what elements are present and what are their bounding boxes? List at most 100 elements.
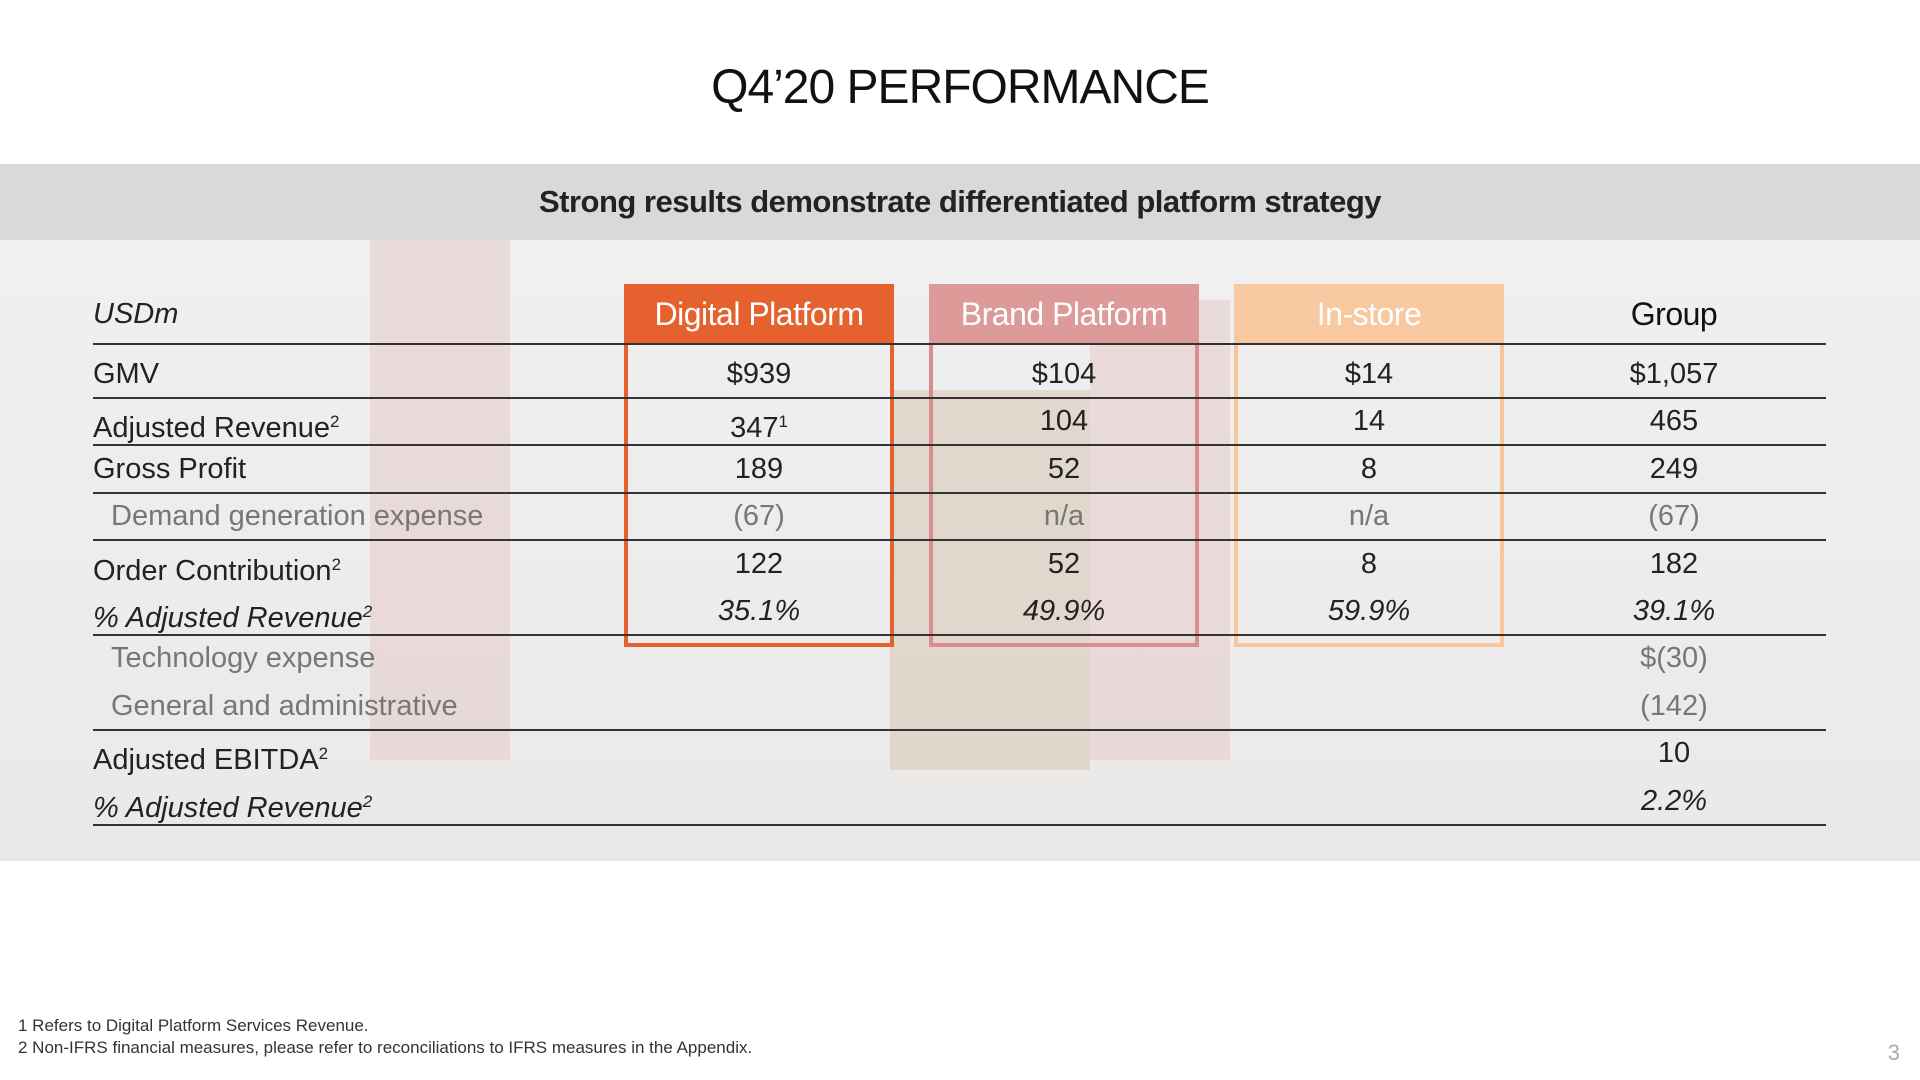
table-cell: 49.9%: [929, 588, 1199, 635]
cell-text: 249: [1649, 452, 1699, 485]
rule: [93, 444, 1826, 447]
rule: [93, 823, 1826, 826]
table-cell: (67): [624, 493, 894, 540]
table-cell: 59.9%: [1234, 588, 1504, 635]
decor: [890, 390, 1090, 770]
cell-text: $14: [1344, 358, 1394, 390]
row-label: % Adjusted Revenue2: [93, 588, 372, 635]
row-label: Demand generation expense: [111, 493, 483, 540]
column-header: In-store: [1234, 284, 1504, 344]
cell-text: 10: [1657, 737, 1691, 770]
footnote: 1 Refers to Digital Platform Services Re…: [18, 1016, 369, 1035]
table-cell: (67): [1539, 493, 1809, 540]
cell-text: 35.1%: [717, 595, 801, 627]
table-cell: 8: [1234, 446, 1504, 493]
superscript: 2: [318, 744, 329, 764]
row-label: Order Contribution2: [93, 541, 341, 588]
table-cell: 249: [1539, 446, 1809, 493]
row-label-text: General and administrative: [111, 689, 458, 722]
table-cell: 465: [1539, 398, 1809, 445]
cell-text: (67): [1648, 500, 1700, 533]
row-label-text: GMV: [93, 358, 160, 390]
page-number: 3: [1887, 1040, 1900, 1065]
row-label: General and administrative: [111, 683, 458, 730]
row-label: Adjusted EBITDA2: [93, 730, 328, 777]
column-outline: [624, 344, 894, 647]
superscript: 1: [778, 412, 788, 432]
superscript: 2: [362, 791, 373, 811]
cell-text: (142): [1640, 689, 1708, 722]
row-label-text: % Adjusted Revenue: [93, 602, 363, 634]
superscript: 2: [330, 412, 340, 432]
rule: [93, 491, 1826, 494]
cell-text: $1,057: [1629, 358, 1719, 390]
rule: [93, 539, 1826, 542]
table-cell: 189: [624, 446, 894, 493]
title: Q4’20 PERFORMANCE: [711, 61, 1210, 114]
cell-text: 49.9%: [1022, 595, 1106, 627]
cell-text: 14: [1352, 405, 1386, 438]
table-cell: 52: [929, 446, 1199, 493]
rule: [93, 728, 1826, 731]
cell-text: n/a: [1348, 500, 1390, 533]
row-label-text: Technology expense: [111, 642, 376, 675]
cell-text: 59.9%: [1327, 595, 1411, 627]
cell-text: 189: [734, 452, 784, 485]
rule: [93, 397, 1826, 399]
cell-text: 8: [1360, 547, 1378, 580]
column-header: Group: [1630, 296, 1718, 332]
cell-text: 465: [1649, 405, 1699, 438]
table-cell: $(30): [1539, 635, 1809, 682]
table-cell: $1,057: [1539, 351, 1809, 398]
cell-text: 122: [734, 547, 784, 580]
superscript: 2: [331, 554, 342, 574]
table-cell: $14: [1234, 351, 1504, 398]
table-cell: n/a: [929, 493, 1199, 540]
table-cell: 182: [1539, 541, 1809, 588]
column-header: Digital Platform: [624, 284, 894, 344]
table-cell: 122: [624, 541, 894, 588]
row-label-text: Adjusted Revenue: [93, 412, 330, 445]
cell-text: n/a: [1043, 500, 1085, 533]
subtitle: Strong results demonstrate differentiate…: [538, 184, 1382, 219]
decor: [370, 240, 510, 760]
table-cell: 8: [1234, 541, 1504, 588]
cell-text: 8: [1360, 452, 1378, 485]
cell-text: 347: [730, 412, 779, 445]
footnote: 2 Non-IFRS financial measures, please re…: [18, 1038, 753, 1057]
cell-text: 52: [1047, 547, 1081, 580]
table-cell: $104: [929, 351, 1199, 398]
table-cell: 3471: [624, 398, 894, 445]
cell-text: $104: [1031, 358, 1097, 390]
table-cell: 104: [929, 398, 1199, 445]
row-label-text: Order Contribution: [93, 554, 332, 587]
table-cell: (142): [1539, 683, 1809, 730]
column-header: Brand Platform: [929, 284, 1199, 344]
cell-text: (67): [733, 500, 785, 533]
superscript: 2: [362, 602, 373, 621]
row-label: Adjusted Revenue2: [93, 398, 339, 445]
row-label-text: Adjusted EBITDA: [93, 744, 319, 777]
row-label-text: Demand generation expense: [111, 500, 484, 533]
table-cell: $939: [624, 351, 894, 398]
cell-text: $939: [726, 358, 792, 390]
row-label: % Adjusted Revenue2: [93, 778, 372, 825]
decor: [1090, 300, 1230, 760]
row-label-text: Gross Profit: [93, 452, 247, 485]
table-cell: 35.1%: [624, 588, 894, 635]
cell-text: 182: [1649, 547, 1699, 580]
column-outline: [929, 344, 1199, 647]
table-cell: 2.2%: [1539, 778, 1809, 825]
subtitle-band: [0, 164, 1920, 240]
row-label: Gross Profit: [93, 446, 246, 493]
table-cell: 52: [929, 541, 1199, 588]
cell-text: 52: [1047, 452, 1081, 485]
unit-label: USDm: [93, 298, 179, 330]
cell-text: $(30): [1640, 642, 1708, 675]
table-cell: 39.1%: [1539, 588, 1809, 635]
row-label: GMV: [93, 351, 159, 398]
table-cell: 14: [1234, 398, 1504, 445]
table-cell: 10: [1539, 730, 1809, 777]
row-label-text: % Adjusted Revenue: [93, 791, 363, 824]
